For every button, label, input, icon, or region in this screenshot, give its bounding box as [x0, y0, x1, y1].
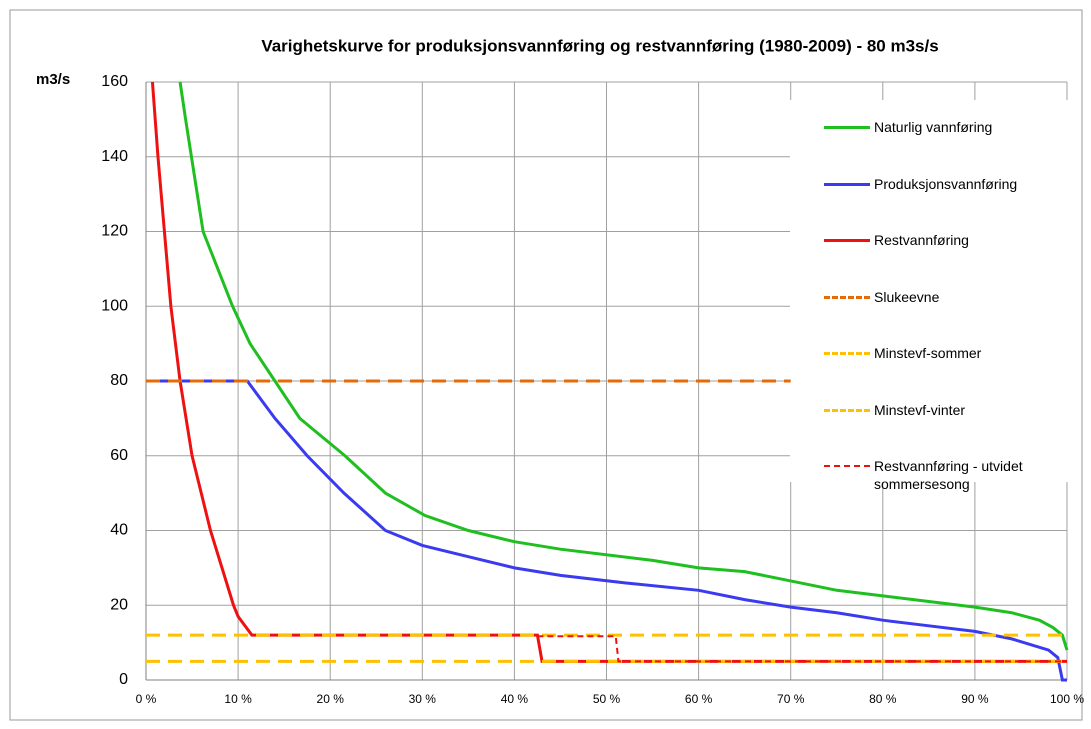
legend-item: Minstevf-sommer	[824, 344, 1074, 362]
legend-label: Restvannføring	[874, 232, 969, 248]
x-tick-label: 30 %	[409, 692, 437, 706]
legend-label: Minstevf-sommer	[874, 345, 982, 361]
y-tick-label: 160	[101, 73, 128, 90]
legend-item: Restvannføring - utvidet sommersesong	[824, 457, 1074, 493]
x-tick-label: 60 %	[685, 692, 713, 706]
series-line	[537, 635, 1067, 663]
legend-swatch	[824, 465, 870, 467]
legend-swatch	[824, 408, 870, 412]
legend-swatch	[824, 295, 870, 299]
y-tick-label: 20	[110, 596, 128, 613]
series-line	[150, 81, 1067, 663]
x-tick-label: 80 %	[869, 692, 897, 706]
legend-item: Minstevf-vinter	[824, 401, 1074, 419]
x-tick-label: 50 %	[593, 692, 621, 706]
x-tick-label: 100 %	[1050, 692, 1084, 706]
legend-item: Naturlig vannføring	[824, 118, 1074, 136]
legend-background	[790, 100, 1080, 482]
y-axis-label: m3/s	[36, 71, 70, 88]
y-tick-label: 120	[101, 223, 128, 240]
y-tick-label: 100	[101, 297, 128, 314]
legend-item: Restvannføring	[824, 231, 1074, 249]
x-tick-label: 70 %	[777, 692, 805, 706]
x-tick-label: 90 %	[961, 692, 989, 706]
legend-label: Naturlig vannføring	[874, 119, 993, 135]
legend-swatch	[824, 352, 870, 355]
legend-swatch	[824, 126, 870, 129]
x-tick-label: 40 %	[501, 692, 529, 706]
legend-label: Produksjonsvannføring	[874, 175, 1018, 192]
legend-item: Slukeevne	[824, 288, 1074, 306]
series-line	[178, 81, 1069, 651]
chart-title: Varighetskurve for produksjonsvannføring…	[261, 36, 938, 55]
x-tick-label: 0 %	[136, 692, 157, 706]
legend-label: Minstevf-vinter	[874, 401, 966, 418]
legend-label: Slukeevne	[874, 288, 940, 305]
y-tick-label: 60	[110, 447, 128, 464]
y-tick-label: 40	[110, 522, 128, 539]
legend-item: Produksjonsvannføring	[824, 175, 1074, 193]
legend-swatch	[824, 182, 870, 186]
y-tick-label: 0	[119, 671, 128, 688]
y-tick-label: 140	[101, 148, 128, 165]
y-tick-label: 80	[110, 372, 128, 389]
legend-label: Restvannføring - utvidet sommersesong	[874, 458, 1023, 492]
legend-swatch	[824, 239, 870, 242]
x-tick-label: 10 %	[224, 692, 252, 706]
x-tick-label: 20 %	[317, 692, 345, 706]
series-line	[146, 379, 1067, 682]
